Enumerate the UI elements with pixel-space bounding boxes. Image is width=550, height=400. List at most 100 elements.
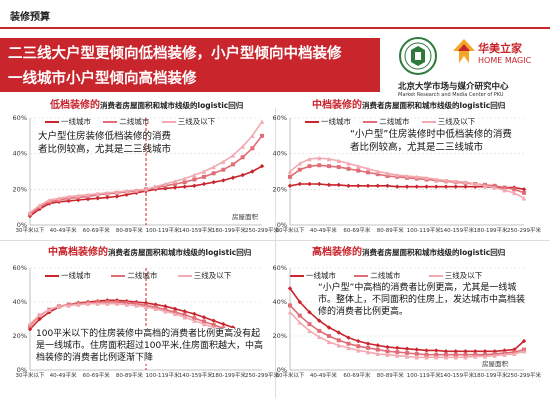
- data-point-marker: [385, 349, 390, 354]
- data-point-marker: [297, 167, 302, 172]
- data-point-marker: [482, 183, 488, 188]
- data-point-marker: [395, 350, 400, 355]
- x-tick-label: 250-299平米: [507, 371, 541, 379]
- data-point-marker: [395, 353, 400, 358]
- data-point-marker: [134, 303, 139, 308]
- data-point-marker: [346, 341, 351, 346]
- data-point-marker: [182, 184, 187, 189]
- data-point-marker: [424, 355, 429, 360]
- data-point-marker: [356, 338, 361, 344]
- x-tick-label: 140-159平米: [179, 371, 213, 379]
- data-point-marker: [356, 168, 361, 173]
- data-point-marker: [192, 177, 197, 182]
- data-point-marker: [463, 355, 468, 360]
- data-point-marker: [56, 196, 62, 201]
- y-tick-label: 0%: [277, 221, 287, 229]
- data-point-marker: [326, 339, 332, 345]
- data-point-marker: [105, 190, 110, 196]
- panel-2-title-emphasis: 中档装修的: [312, 100, 362, 111]
- data-point-marker: [307, 164, 312, 169]
- legend-swatch-tier2: [111, 274, 126, 277]
- legend-label-tier3: 三线及以下: [193, 271, 232, 280]
- data-point-marker: [297, 320, 302, 325]
- data-point-marker: [231, 162, 235, 167]
- data-point-marker: [143, 187, 149, 192]
- data-point-marker: [326, 325, 332, 330]
- data-point-marker: [414, 174, 419, 180]
- data-point-marker: [172, 311, 178, 317]
- data-point-marker: [124, 188, 129, 194]
- data-point-marker: [502, 352, 507, 357]
- data-point-marker: [414, 347, 419, 352]
- data-point-marker: [463, 184, 468, 189]
- data-point-marker: [473, 354, 478, 359]
- data-point-marker: [76, 302, 81, 307]
- legend-label-tier1: 一线城市: [61, 117, 91, 126]
- x-tick-label: 140-159平米: [440, 371, 474, 379]
- panel-2-title-rest: 消费者房屋面积和城市线级的logistic回归: [362, 101, 506, 110]
- data-point-marker: [37, 203, 42, 208]
- legend-swatch-tier1: [305, 120, 319, 123]
- data-point-marker: [182, 312, 187, 317]
- data-point-marker: [414, 184, 419, 189]
- data-point-marker: [463, 349, 468, 354]
- data-point-marker: [317, 334, 322, 340]
- data-point-marker: [240, 155, 245, 160]
- data-point-marker: [47, 307, 52, 312]
- panel-1-x-axis-title: 房屋面积: [232, 213, 258, 221]
- home-magic-name: 华美立家: [478, 42, 522, 55]
- data-point-marker: [375, 343, 380, 348]
- data-point-marker: [182, 315, 187, 320]
- legend-swatch-tier1: [45, 274, 59, 277]
- data-point-marker: [453, 184, 458, 189]
- data-point-marker: [307, 322, 312, 327]
- data-point-marker: [297, 313, 302, 318]
- data-point-marker: [463, 180, 468, 185]
- y-tick-label: 40%: [13, 298, 27, 306]
- x-tick-label: 30平米以下: [276, 226, 305, 234]
- x-tick-label: 40-49平米: [50, 371, 77, 379]
- data-point-marker: [443, 178, 449, 183]
- data-point-marker: [502, 188, 507, 193]
- data-point-marker: [405, 351, 409, 355]
- data-point-marker: [259, 163, 265, 169]
- panel-2-annotation: “小户型”住房装修时中低档装修的消费者比例较高，尤其是二三线城市: [350, 129, 512, 153]
- x-tick-label: 30平米以下: [16, 371, 45, 379]
- x-tick-label: 80-89平米: [116, 226, 143, 234]
- data-point-marker: [85, 196, 91, 202]
- data-point-marker: [105, 301, 110, 306]
- data-point-marker: [172, 185, 178, 190]
- panel-3-annotation: 100平米以下的住房装修中高档的消费者比例更高没有起是一线城市。住房面积超过10…: [36, 328, 266, 364]
- data-point-marker: [346, 161, 351, 166]
- data-point-marker: [307, 328, 312, 334]
- data-point-marker: [307, 156, 312, 162]
- x-tick-label: 100-119平米: [146, 371, 180, 379]
- data-point-marker: [365, 349, 371, 355]
- panel-1-annotation: 大户型住房装修低档装修的消费者比例较高，尤其是二三线城市: [38, 131, 172, 155]
- data-point-marker: [95, 301, 100, 306]
- data-point-marker: [66, 303, 71, 308]
- data-point-marker: [37, 312, 42, 317]
- section-title: 装修预算: [10, 12, 50, 23]
- data-point-marker: [512, 187, 517, 192]
- data-point-marker: [230, 153, 236, 158]
- panel-2-legend: 一线城市 二线城市 三线及以下: [305, 116, 475, 127]
- legend-swatch-tier3: [428, 274, 443, 277]
- x-tick-label: 30平米以下: [276, 371, 305, 379]
- y-tick-label: 20%: [13, 332, 27, 340]
- pku-english-line-1: Market Research and Media Center of PKU: [398, 92, 504, 98]
- data-point-marker: [326, 156, 332, 162]
- data-point-marker: [288, 174, 292, 179]
- data-point-marker: [356, 344, 361, 349]
- data-point-marker: [163, 304, 168, 309]
- data-point-marker: [395, 184, 400, 189]
- data-point-marker: [356, 163, 361, 169]
- data-point-marker: [182, 176, 187, 181]
- data-point-marker: [385, 352, 390, 357]
- horizontal-divider: [0, 240, 550, 241]
- panel-4-legend: 一线城市 二线城市 三线及以下: [290, 270, 482, 281]
- x-tick-label: 40-49平米: [310, 371, 337, 379]
- data-point-marker: [385, 183, 390, 188]
- data-point-marker: [336, 338, 341, 343]
